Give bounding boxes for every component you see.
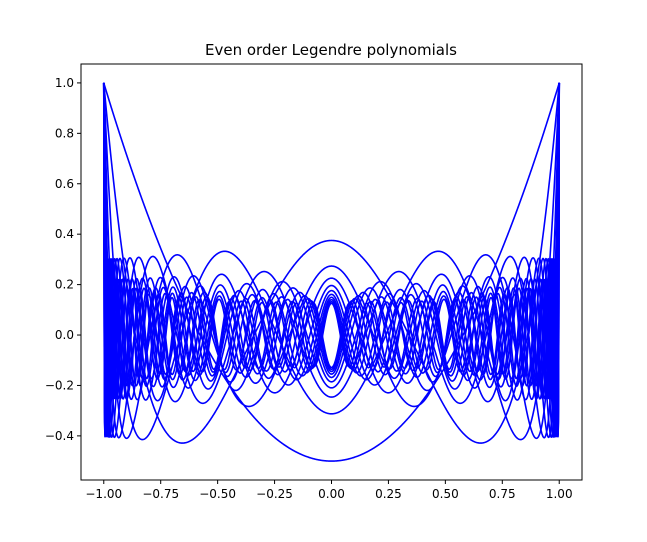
series-line-p22 [102, 82, 561, 438]
x-axis: −1.00 −0.75 −0.50 −0.25 0.00 0.25 0.50 0.75 1.00 [85, 480, 573, 501]
y-tick-label: −0.4 [45, 429, 74, 443]
series-line-p28 [102, 82, 561, 437]
y-tick-label: 0.6 [55, 177, 74, 191]
y-tick-label: −0.2 [45, 378, 74, 392]
series-line-p16 [102, 82, 561, 438]
series-layer [102, 82, 561, 462]
series-line-p34 [102, 82, 561, 437]
series-line-p12 [102, 82, 561, 439]
y-tick-label: 0.2 [55, 278, 74, 292]
x-tick-label: −0.25 [256, 487, 293, 501]
x-tick-label: 0.75 [489, 487, 516, 501]
x-tick-label: 0.00 [318, 487, 345, 501]
series-line-p18 [102, 82, 561, 438]
y-tick-label: 0.4 [55, 227, 74, 241]
series-line-p24 [102, 82, 561, 438]
y-tick-label: 1.0 [55, 76, 74, 90]
series-line-p30 [102, 82, 561, 437]
chart-title: Even order Legendre polynomials [205, 41, 457, 59]
x-tick-label: 1.00 [546, 487, 573, 501]
series-line-p38 [102, 82, 561, 438]
x-tick-label: −1.00 [85, 487, 122, 501]
x-tick-label: −0.75 [142, 487, 179, 501]
x-tick-label: 0.50 [432, 487, 459, 501]
series-line-p4 [102, 82, 561, 444]
series-line-p26 [102, 82, 561, 438]
series-line-p20 [102, 82, 561, 438]
y-axis: −0.4 −0.2 0.0 0.2 0.4 0.6 0.8 1.0 [45, 76, 81, 443]
series-line-p40 [102, 82, 561, 436]
series-line-p32 [102, 82, 561, 438]
y-tick-label: 0.0 [55, 328, 74, 342]
y-tick-label: 0.8 [55, 126, 74, 140]
series-line-p8 [102, 82, 561, 440]
x-tick-label: −0.50 [199, 487, 236, 501]
series-line-p10 [102, 82, 561, 439]
series-line-p36 [102, 82, 561, 436]
x-tick-label: 0.25 [375, 487, 402, 501]
series-line-p2 [103, 82, 560, 462]
series-line-p14 [102, 82, 561, 438]
